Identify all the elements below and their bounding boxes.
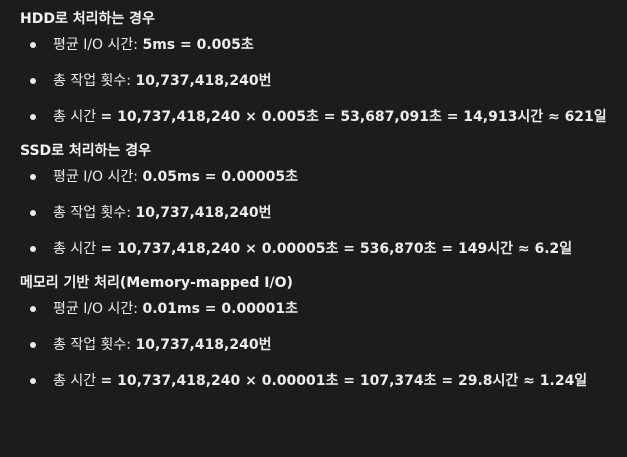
bullet-icon [30, 210, 36, 216]
item-label: 총 작업 횟수: [53, 337, 136, 353]
bullet-icon [30, 42, 36, 48]
bullet-icon [30, 174, 36, 180]
section-title-ssd: SSD로 처리하는 경우 [20, 143, 152, 159]
bullet-icon [30, 342, 36, 348]
item-value: 5ms = 0.005초 [142, 37, 254, 53]
bullet-icon [30, 246, 36, 252]
hdd-section: HDD로 처리하는 경우 평균 I/O 시간: 5ms = 0.005초 총 작… [20, 8, 627, 126]
list-item: 총 시간 = 10,737,418,240 × 0.00005초 = 536,8… [20, 240, 627, 258]
item-value: 0.01ms = 0.00001초 [142, 301, 299, 317]
item-label: 총 작업 횟수: [53, 205, 136, 221]
list-item: 평균 I/O 시간: 0.05ms = 0.00005초 [20, 168, 627, 186]
list-item: 총 시간 = 10,737,418,240 × 0.005초 = 53,687,… [20, 108, 627, 126]
list-item: 평균 I/O 시간: 5ms = 0.005초 [20, 36, 627, 54]
item-value: 10,737,418,240번 [135, 73, 272, 89]
list-item: 총 시간 = 10,737,418,240 × 0.00001초 = 107,3… [20, 372, 627, 390]
bullet-icon [30, 78, 36, 84]
item-value: = 10,737,418,240 × 0.00001초 = 107,374초 =… [100, 373, 588, 389]
list-item: 총 작업 횟수: 10,737,418,240번 [20, 204, 627, 222]
list-item: 평균 I/O 시간: 0.01ms = 0.00001초 [20, 300, 627, 318]
item-label: 총 시간 [53, 373, 101, 389]
item-value: 0.05ms = 0.00005초 [142, 169, 299, 185]
bullet-icon [30, 378, 36, 384]
bullet-icon [30, 306, 36, 312]
memory-section: 메모리 기반 처리(Memory-mapped I/O) 평균 I/O 시간: … [20, 272, 627, 390]
list-item: 총 작업 횟수: 10,737,418,240번 [20, 336, 627, 354]
item-label: 평균 I/O 시간: [53, 169, 143, 185]
list-item: 총 작업 횟수: 10,737,418,240번 [20, 72, 627, 90]
bullet-icon [30, 114, 36, 120]
item-label: 총 시간 [53, 241, 101, 257]
item-value: 10,737,418,240번 [135, 337, 272, 353]
section-title-memory: 메모리 기반 처리(Memory-mapped I/O) [20, 275, 293, 291]
item-value: = 10,737,418,240 × 0.00005초 = 536,870초 =… [100, 241, 573, 257]
item-label: 총 시간 [53, 109, 101, 125]
ssd-list: 평균 I/O 시간: 0.05ms = 0.00005초 총 작업 횟수: 10… [20, 168, 627, 258]
item-value: 10,737,418,240번 [135, 205, 272, 221]
item-label: 평균 I/O 시간: [53, 301, 143, 317]
memory-list: 평균 I/O 시간: 0.01ms = 0.00001초 총 작업 횟수: 10… [20, 300, 627, 390]
section-title-hdd: HDD로 처리하는 경우 [20, 11, 155, 27]
item-label: 총 작업 횟수: [53, 73, 136, 89]
hdd-list: 평균 I/O 시간: 5ms = 0.005초 총 작업 횟수: 10,737,… [20, 36, 627, 126]
ssd-section: SSD로 처리하는 경우 평균 I/O 시간: 0.05ms = 0.00005… [20, 140, 627, 258]
item-value: = 10,737,418,240 × 0.005초 = 53,687,091초 … [100, 109, 607, 125]
item-label: 평균 I/O 시간: [53, 37, 143, 53]
